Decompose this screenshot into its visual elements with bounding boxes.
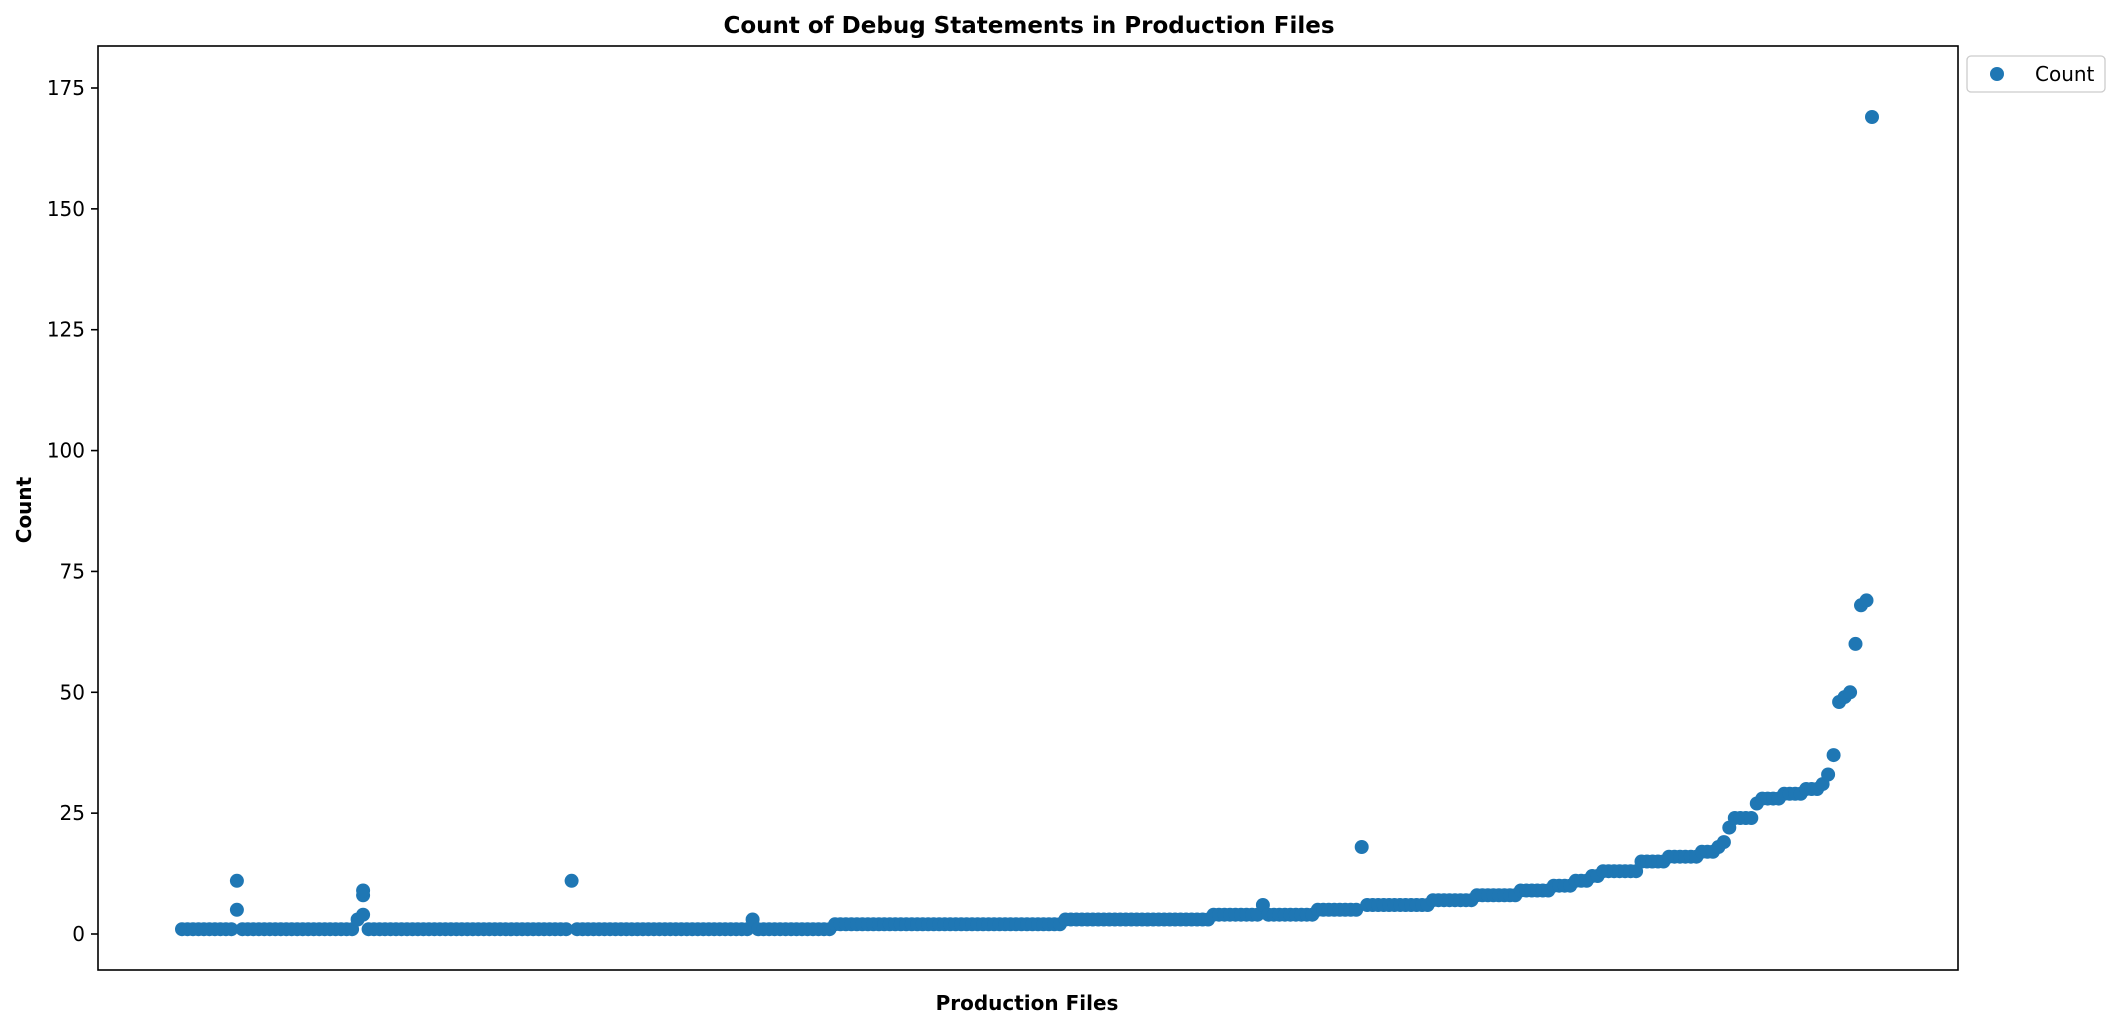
data-points (175, 110, 1879, 937)
data-point (1848, 636, 1863, 651)
data-point (1716, 835, 1731, 850)
data-point (229, 873, 244, 888)
legend-box (1966, 55, 2106, 93)
data-point (356, 907, 371, 922)
data-point (1826, 748, 1841, 763)
data-point (1843, 685, 1858, 700)
y-tick-label: 175 (47, 76, 85, 100)
y-axis-label: Count (12, 476, 36, 543)
legend-marker (1990, 67, 2004, 81)
data-point (1859, 593, 1874, 608)
chart-title: Count of Debug Statements in Production … (723, 13, 1334, 39)
data-point (1349, 902, 1364, 917)
y-tick-label: 150 (47, 197, 85, 221)
x-axis-label: Production Files (936, 991, 1119, 1015)
data-point (1744, 811, 1759, 825)
y-tick-label: 100 (47, 439, 85, 463)
data-point (229, 902, 244, 917)
legend: Count (1966, 55, 2106, 93)
data-point (1865, 110, 1879, 124)
y-tick-label: 25 (60, 801, 85, 825)
data-point (559, 922, 574, 937)
data-point (1354, 840, 1369, 854)
legend-label: Count (2035, 62, 2095, 86)
data-point (356, 883, 371, 898)
y-tick-label: 0 (72, 922, 85, 946)
data-point (224, 922, 239, 937)
y-tick-label: 50 (60, 680, 85, 704)
y-tick-label: 75 (60, 559, 85, 583)
data-point (564, 873, 579, 888)
y-tick-label: 125 (47, 318, 85, 342)
y-axis: 0 25 50 75 100 125 150 175 (47, 76, 98, 946)
data-point (1821, 767, 1836, 782)
plot-frame (97, 45, 1959, 971)
